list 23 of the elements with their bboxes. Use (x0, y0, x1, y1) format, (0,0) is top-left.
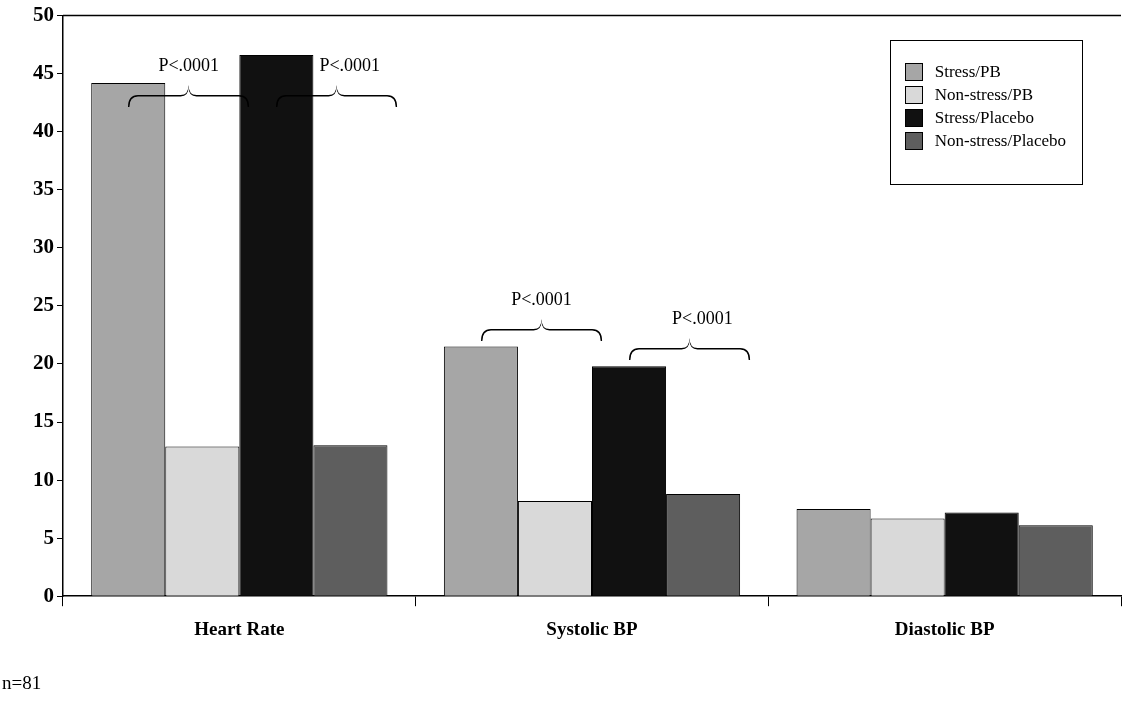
y-tick-label: 25 (33, 292, 54, 317)
legend-label: Non-stress/Placebo (934, 131, 1066, 151)
legend-label: Stress/PB (934, 62, 1001, 82)
y-tick-label: 45 (33, 60, 54, 85)
annotation: P<.0001 (319, 54, 381, 75)
y-tick-label: 10 (33, 466, 54, 491)
y-tick-label: 30 (33, 234, 54, 259)
annotation: P<.0001 (158, 54, 220, 75)
x-tick-label: Heart Rate (194, 617, 285, 639)
y-tick-label: 15 (33, 408, 54, 433)
y-tick-label: 40 (33, 118, 54, 143)
x-tick-label: Diastolic BP (894, 617, 995, 639)
x-tick-label: Systolic BP (546, 617, 639, 639)
legend-label: Stress/Placebo (934, 108, 1034, 128)
y-tick-label: 20 (33, 350, 54, 375)
text: n=81 (2, 672, 42, 694)
annotation: P<.0001 (511, 288, 572, 309)
y-tick-label: 0 (43, 582, 54, 607)
legend-label: Non-stress/PB (934, 85, 1033, 105)
y-tick-label: 35 (33, 176, 54, 201)
y-tick-label: 50 (33, 2, 54, 27)
y-tick-label: 5 (43, 524, 54, 549)
annotation: P<.0001 (672, 308, 733, 329)
